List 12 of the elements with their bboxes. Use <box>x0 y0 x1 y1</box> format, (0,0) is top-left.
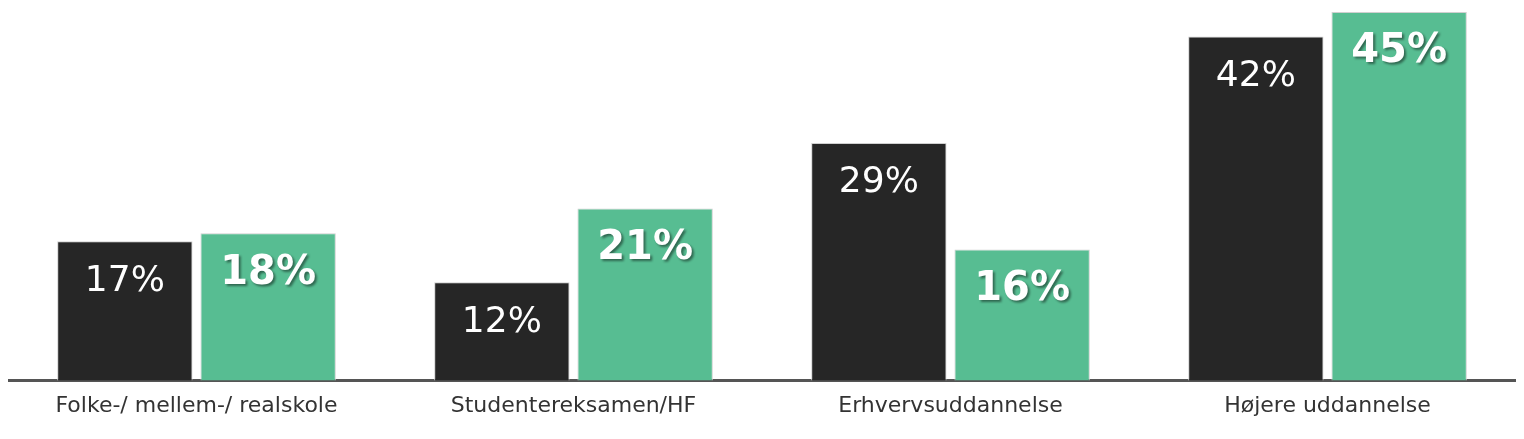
data-label: 16% <box>974 262 1071 309</box>
x-tick-label: Erhvervsuddannelse <box>838 391 1063 417</box>
x-tick-label: Studentereksamen/HF <box>450 391 697 417</box>
data-label: 12% <box>461 298 542 340</box>
data-label: 21% <box>597 221 694 268</box>
data-label: 42% <box>1215 52 1296 94</box>
x-tick-label: Folke-/ mellem-/ realskole <box>55 391 338 417</box>
data-label: 17% <box>84 257 165 299</box>
data-label: 29% <box>838 159 919 201</box>
x-tick-label: Højere uddannelse <box>1224 391 1431 417</box>
data-label: 18% <box>220 246 317 293</box>
data-label: 45% <box>1351 25 1448 72</box>
